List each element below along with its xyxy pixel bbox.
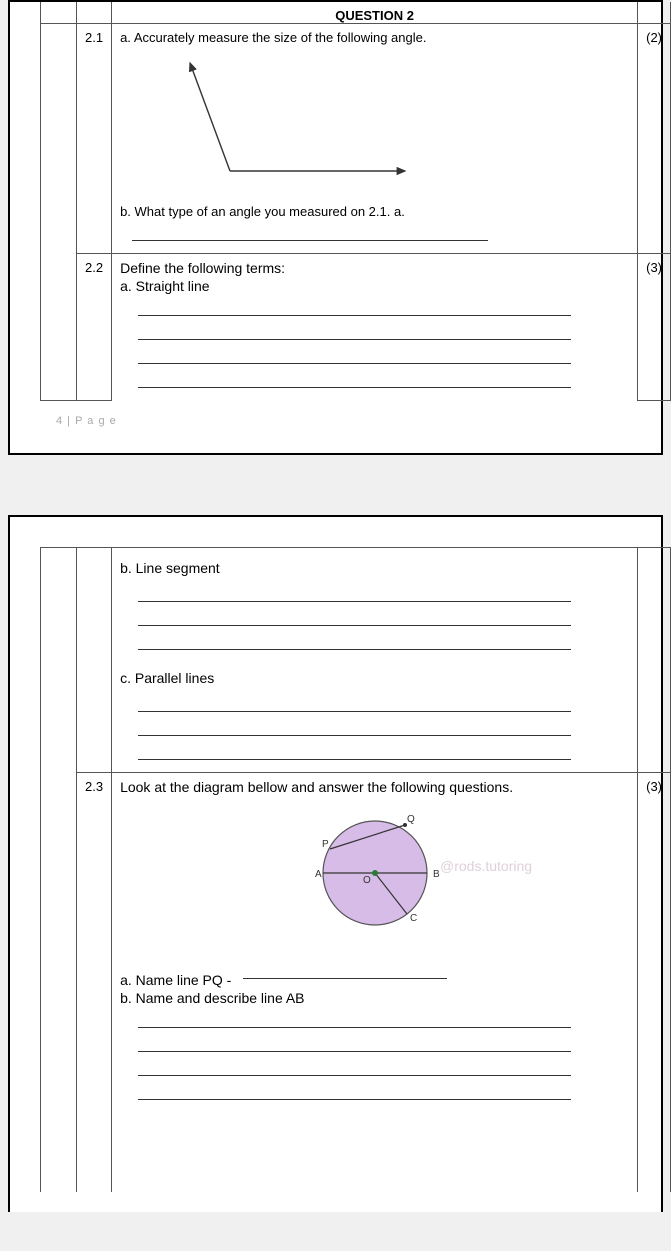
label-B: B [433, 869, 440, 880]
answer-line [138, 1010, 571, 1028]
q23-title: Look at the diagram bellow and answer th… [120, 779, 629, 795]
label-P: P [322, 839, 329, 850]
answer-line [138, 608, 571, 626]
watermark: @rods.tutoring [440, 858, 532, 874]
answer-line [138, 632, 571, 650]
answer-line [138, 322, 571, 340]
q21-b-text: b. What type of an angle you measured on… [120, 194, 629, 219]
q23-b-text: b. Name and describe line AB [120, 988, 629, 1006]
answer-line [138, 1058, 571, 1076]
answer-line [138, 298, 571, 316]
label-O: O [363, 875, 371, 886]
question-header: QUESTION 2 [335, 8, 414, 23]
answer-line [138, 1034, 571, 1052]
worksheet-table-1: QUESTION 2 2.1 a. Accurately measure the… [40, 2, 671, 401]
q21-marks: (2) [638, 24, 671, 254]
angle-figure [120, 51, 629, 194]
q22-b: b. Line segment [120, 554, 629, 580]
q23-a-prefix: a. Name line PQ - [120, 972, 231, 988]
q23-marks: (3) [638, 772, 671, 1192]
label-A: A [315, 869, 322, 880]
q22-a: a. Straight line [120, 276, 629, 294]
answer-line [138, 370, 571, 388]
answer-line [138, 346, 571, 364]
worksheet-table-2: b. Line segment c. Parallel lines 2.3 Lo… [40, 547, 671, 1192]
answer-line [243, 961, 447, 979]
q21-a-text: a. Accurately measure the size of the fo… [120, 30, 629, 51]
answer-line [138, 718, 571, 736]
answer-line [132, 223, 488, 241]
label-C: C [410, 913, 417, 924]
q21-num: 2.1 [77, 24, 112, 254]
q22-title: Define the following terms: [120, 260, 629, 276]
answer-line [138, 1082, 571, 1100]
page-1: QUESTION 2 2.1 a. Accurately measure the… [8, 0, 663, 455]
q23-num: 2.3 [77, 772, 112, 1192]
answer-line [138, 584, 571, 602]
q22-num: 2.2 [77, 254, 112, 401]
q22-c: c. Parallel lines [120, 656, 629, 690]
answer-line [138, 742, 571, 760]
circle-diagram: A B P Q O C @rods.tutoring [205, 803, 545, 943]
label-Q: Q [407, 814, 415, 825]
q22-marks: (3) [638, 254, 671, 401]
page-2: b. Line segment c. Parallel lines 2.3 Lo… [8, 515, 663, 1212]
page-footer: 4 | P a g e [20, 401, 651, 433]
answer-line [138, 694, 571, 712]
